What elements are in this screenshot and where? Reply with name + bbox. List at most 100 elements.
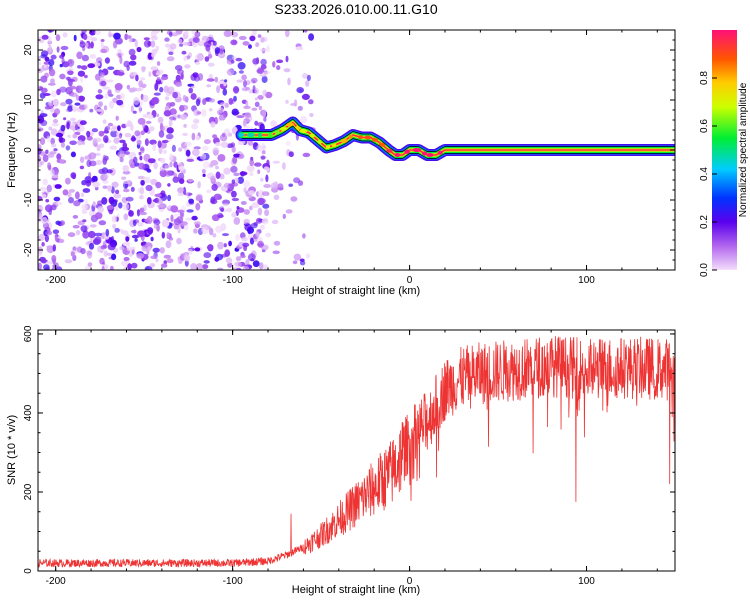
- ridge-blob: [412, 148, 421, 152]
- y-tick-label: 10: [23, 94, 34, 106]
- noise-speckle: [142, 114, 149, 118]
- noise-speckle: [233, 153, 241, 158]
- noise-speckle: [107, 185, 112, 192]
- noise-speckle: [55, 132, 64, 138]
- noise-speckle: [245, 86, 250, 91]
- noise-speckle: [129, 71, 138, 77]
- noise-speckle: [113, 137, 120, 144]
- noise-speckle: [70, 251, 75, 257]
- noise-speckle: [42, 222, 50, 230]
- noise-speckle: [164, 96, 170, 101]
- noise-speckle: [167, 86, 175, 94]
- noise-speckle: [276, 65, 281, 71]
- noise-speckle: [103, 130, 110, 134]
- noise-speckle: [180, 212, 185, 218]
- noise-speckle: [179, 114, 188, 120]
- noise-speckle: [140, 77, 146, 81]
- noise-speckle: [169, 153, 174, 161]
- ridge-blob: [295, 125, 301, 130]
- noise-speckle: [102, 261, 106, 265]
- noise-speckle: [173, 161, 178, 168]
- noise-speckle: [106, 169, 113, 174]
- noise-speckle: [169, 43, 177, 50]
- noise-speckle: [244, 223, 252, 232]
- y-tick-label: 0: [23, 147, 34, 153]
- noise-speckle: [139, 155, 143, 161]
- noise-speckle: [52, 98, 59, 107]
- noise-speckle: [150, 178, 158, 185]
- noise-speckle: [38, 249, 43, 257]
- noise-speckle: [171, 113, 179, 118]
- noise-speckle: [133, 97, 140, 105]
- noise-speckle: [230, 165, 238, 173]
- noise-speckle: [70, 172, 77, 179]
- noise-speckle: [212, 40, 217, 46]
- ridge-blob: [286, 122, 294, 127]
- noise-speckle: [184, 141, 192, 147]
- noise-speckle: [94, 236, 102, 245]
- noise-speckle: [68, 189, 75, 193]
- noise-speckle: [235, 233, 240, 242]
- noise-speckle: [72, 133, 78, 139]
- noise-speckle: [190, 263, 197, 270]
- noise-speckle: [206, 245, 213, 250]
- noise-speckle: [209, 227, 214, 236]
- noise-speckle: [256, 68, 265, 74]
- noise-speckle: [50, 143, 57, 148]
- noise-speckle: [38, 147, 42, 155]
- y-tick-label: -10: [23, 192, 34, 207]
- noise-speckle: [258, 105, 263, 111]
- ridge-blob: [437, 150, 443, 155]
- noise-speckle: [103, 105, 108, 111]
- noise-speckle: [128, 60, 137, 66]
- noise-speckle: [60, 102, 67, 107]
- noise-speckle: [152, 199, 159, 203]
- noise-speckle: [138, 151, 142, 156]
- noise-speckle: [68, 78, 73, 87]
- noise-speckle: [102, 185, 108, 189]
- noise-speckle: [176, 209, 185, 213]
- noise-speckle: [100, 48, 107, 54]
- noise-speckle: [42, 178, 48, 186]
- noise-speckle: [74, 102, 81, 106]
- noise-speckle: [109, 145, 117, 150]
- noise-speckle: [134, 130, 141, 137]
- colorbar-ticks: 0.0 0.2 0.4 0.6 0.8: [699, 71, 717, 277]
- noise-speckle: [193, 146, 201, 150]
- noise-speckle: [137, 230, 145, 237]
- noise-speckle: [90, 41, 94, 49]
- noise-speckle: [184, 30, 189, 36]
- noise-speckle: [117, 151, 126, 158]
- noise-speckle: [131, 234, 140, 239]
- noise-speckle: [233, 177, 239, 184]
- noise-speckle: [122, 170, 131, 175]
- noise-speckle: [128, 38, 133, 43]
- noise-speckle: [238, 141, 244, 145]
- noise-speckle: [88, 242, 95, 250]
- noise-speckle: [46, 184, 52, 193]
- noise-speckle: [215, 253, 224, 261]
- noise-speckle: [157, 116, 164, 124]
- noise-speckle: [283, 68, 291, 73]
- noise-speckle: [77, 70, 86, 77]
- noise-speckle: [233, 95, 237, 102]
- noise-speckle: [112, 40, 118, 49]
- noise-speckle: [88, 152, 97, 160]
- noise-speckle: [219, 173, 225, 180]
- noise-speckle: [125, 236, 130, 242]
- colorbar-tick-label: 0.8: [699, 71, 710, 85]
- noise-speckle: [237, 62, 246, 70]
- noise-speckle: [118, 202, 123, 209]
- noise-speckle: [46, 135, 51, 143]
- noise-speckle: [212, 233, 217, 238]
- noise-speckle: [80, 76, 84, 83]
- noise-speckle: [147, 227, 154, 235]
- noise-speckle: [183, 55, 188, 62]
- noise-speckle: [89, 108, 94, 113]
- noise-speckle: [47, 162, 52, 170]
- noise-speckle: [41, 193, 47, 199]
- noise-speckle: [163, 149, 167, 155]
- noise-speckle: [181, 50, 187, 55]
- ridge-blob: [267, 133, 273, 137]
- noise-speckle: [80, 225, 88, 233]
